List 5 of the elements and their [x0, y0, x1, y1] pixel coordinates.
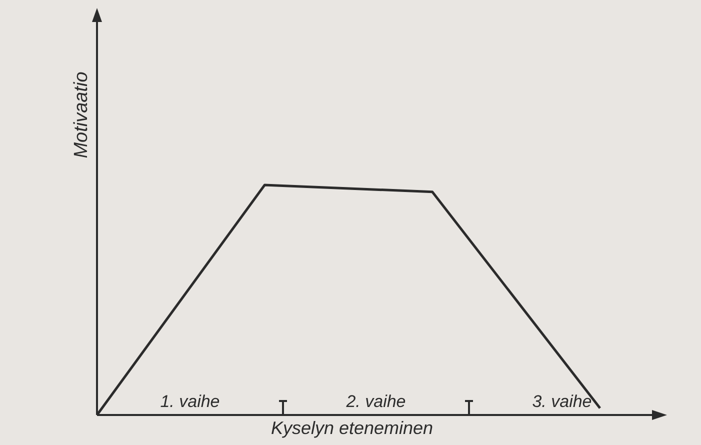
annotation: 1. vaihe: [160, 392, 220, 411]
x-axis-title: Kyselyn eteneminen: [270, 418, 434, 438]
annotation: 3. vaihe: [532, 392, 592, 411]
y-axis-title: Motivaatio: [71, 72, 92, 158]
annotation: 2. vaihe: [345, 392, 406, 411]
